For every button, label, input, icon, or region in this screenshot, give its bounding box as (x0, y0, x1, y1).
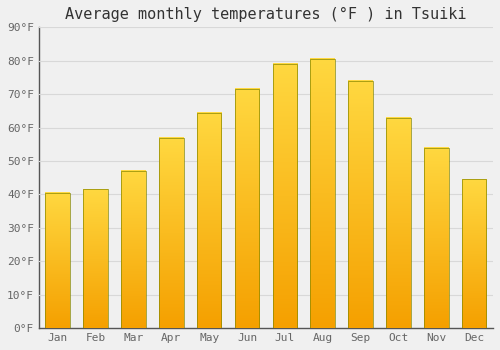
Bar (234, 89, 260, 328)
Title: Average monthly temperatures (°F ) in Tsuiki: Average monthly temperatures (°F ) in Ts… (65, 7, 466, 22)
Bar (84, 189, 108, 328)
Bar (310, 59, 335, 328)
Bar (197, 113, 222, 328)
Bar (386, 118, 410, 328)
Bar (462, 180, 486, 328)
Bar (159, 138, 184, 328)
Bar (46, 193, 70, 328)
Bar (424, 148, 448, 328)
Bar (348, 81, 373, 328)
Bar (121, 171, 146, 328)
Bar (272, 64, 297, 328)
